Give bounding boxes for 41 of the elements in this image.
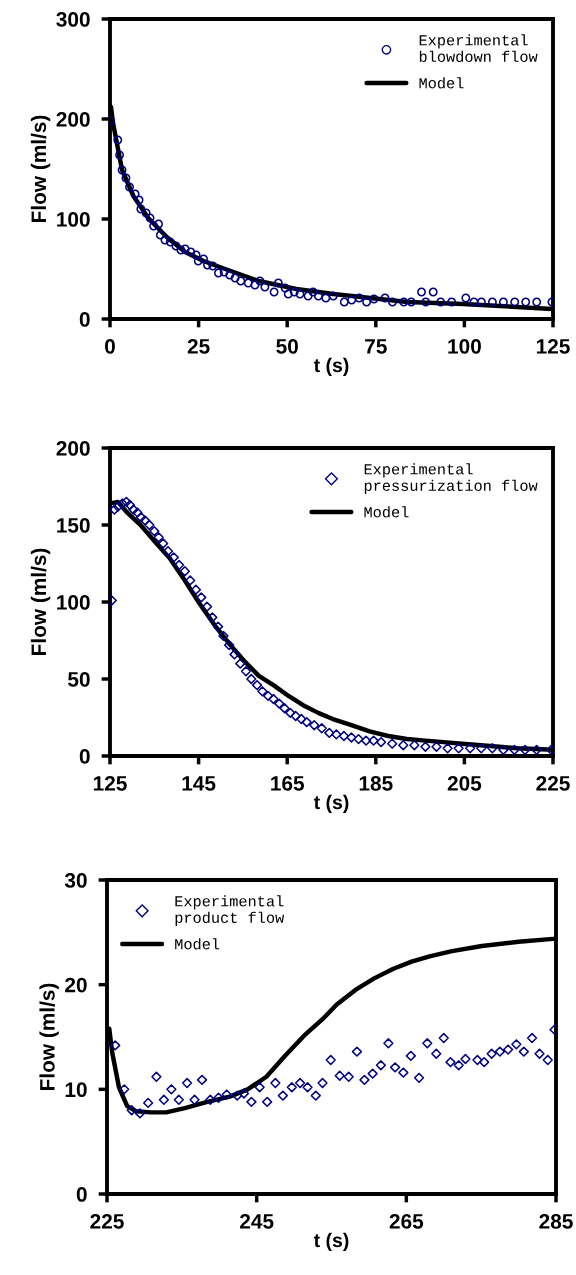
x-tick-label: 265 <box>389 1213 424 1229</box>
legend-label: Model <box>364 506 409 518</box>
x-tick-label: 185 <box>359 775 393 791</box>
y-axis-title: Flow (ml/s) <box>30 548 51 655</box>
x-tick-label: 225 <box>536 775 570 791</box>
legend-label: Model <box>419 77 464 89</box>
legend-label: Experimental product flow <box>175 895 285 926</box>
y-tick-label: 20 <box>65 977 87 993</box>
y-tick-label: 0 <box>79 749 90 764</box>
x-tick-label: 145 <box>182 776 216 791</box>
y-axis-title: Flow (ml/s) <box>30 115 51 222</box>
y-tick-label: 200 <box>56 441 90 456</box>
x-axis-title: t (s) <box>313 357 349 376</box>
x-tick-label: 165 <box>271 775 304 791</box>
y-tick-label: 100 <box>57 595 90 610</box>
x-tick-label: 205 <box>447 775 482 791</box>
x-tick-label: 245 <box>240 1213 274 1229</box>
legend-label: Experimental pressurization flow <box>364 463 538 494</box>
y-tick-label: 300 <box>56 12 90 27</box>
x-tick-label: 50 <box>276 338 298 354</box>
legend-label: Experimental blowdown flow <box>419 34 538 62</box>
x-tick-label: 285 <box>539 1213 573 1229</box>
y-tick-label: 30 <box>64 873 87 888</box>
y-tick-label: 200 <box>56 112 90 127</box>
x-axis-title: t (s) <box>313 794 349 813</box>
x-axis-title: t (s) <box>313 1232 349 1251</box>
x-tick-label: 25 <box>187 338 210 354</box>
legend-label: Model <box>175 938 220 950</box>
x-tick-label: 75 <box>365 339 387 354</box>
y-tick-label: 0 <box>79 312 90 327</box>
y-tick-label: 10 <box>65 1082 87 1098</box>
x-tick-label: 125 <box>93 775 127 791</box>
x-tick-label: 125 <box>536 338 570 354</box>
y-axis-title: Flow (ml/s) <box>39 983 59 1090</box>
y-tick-label: 0 <box>76 1187 87 1202</box>
x-tick-label: 225 <box>90 1213 124 1229</box>
y-tick-label: 50 <box>68 672 90 687</box>
x-tick-label: 0 <box>105 338 115 354</box>
x-tick-label: 100 <box>448 338 481 354</box>
y-tick-label: 100 <box>57 212 90 227</box>
y-tick-label: 150 <box>57 518 90 533</box>
